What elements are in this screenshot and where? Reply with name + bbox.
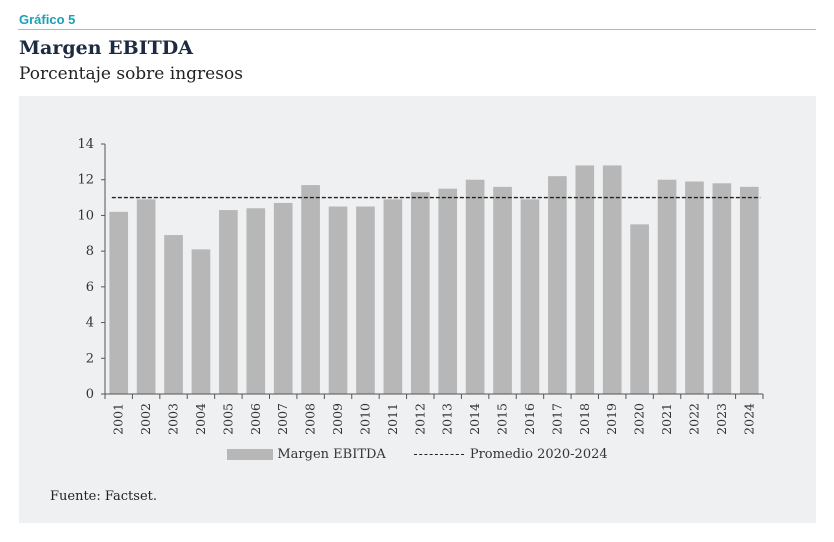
x-tick-label: 2009 [330, 403, 345, 435]
x-tick-label: 2010 [357, 403, 372, 435]
header-divider [18, 29, 816, 30]
x-tick-label: 2021 [659, 403, 674, 435]
legend-bar-label: Margen EBITDA [277, 447, 386, 462]
bar [657, 179, 677, 394]
chart-title: Margen EBITDA [19, 37, 193, 59]
bar [246, 208, 266, 394]
x-tick-label: 2004 [193, 403, 208, 435]
bars-group [109, 165, 759, 394]
bar [383, 199, 403, 394]
bar [602, 165, 622, 394]
x-tick-label: 2018 [577, 403, 592, 435]
bar [630, 224, 649, 394]
x-axis: 2001 2002 2003 2004 2005 2006 2007 2008 2009 2010… [104, 393, 764, 435]
bar [164, 235, 183, 394]
y-tick-label: 4 [86, 316, 94, 331]
y-tick-label: 2 [86, 351, 94, 366]
y-tick-label: 12 [77, 173, 94, 188]
y-tick-label: 6 [86, 280, 94, 295]
bar [520, 199, 540, 394]
x-tick-label: 2006 [248, 403, 263, 435]
x-tick-label: 2020 [632, 403, 647, 435]
x-tick-label: 2015 [495, 403, 510, 435]
legend-average-label: Promedio 2020-2024 [469, 447, 608, 462]
x-tick-label: 2023 [714, 403, 729, 435]
bar [465, 179, 485, 394]
bar [136, 199, 156, 394]
bar [685, 181, 704, 394]
x-tick-label: 2001 [111, 403, 126, 435]
chart-number-label: Gráfico 5 [19, 12, 76, 27]
y-tick-label: 10 [77, 208, 94, 223]
y-axis: 0 2 4 6 8 10 12 14 [77, 137, 106, 402]
x-tick-label: 2016 [522, 403, 537, 435]
bar [548, 176, 567, 394]
bar [301, 185, 320, 394]
x-tick-label: 2013 [440, 403, 455, 435]
x-tick-label: 2014 [467, 403, 482, 435]
x-tick-label: 2024 [741, 403, 756, 435]
x-tick-label: 2017 [549, 403, 564, 435]
bar-chart: 0 2 4 6 8 10 12 14 2001 2002 2003 2004 2005 2006 2007… [77, 137, 764, 435]
y-tick-label: 8 [86, 244, 94, 259]
x-tick-label: 2022 [686, 403, 701, 435]
x-tick-label: 2007 [275, 403, 290, 435]
bar [493, 186, 512, 394]
x-tick-label: 2002 [138, 403, 153, 435]
bar [356, 206, 375, 394]
x-tick-label: 2012 [412, 403, 427, 435]
legend-bar-swatch [227, 449, 274, 460]
x-tick-label: 2011 [385, 403, 400, 435]
legend: Margen EBITDA Promedio 2020-2024 [19, 447, 816, 462]
legend-item-average: Promedio 2020-2024 [413, 447, 608, 462]
bar [739, 186, 759, 394]
bar [273, 202, 293, 394]
chart-subtitle: Porcentaje sobre ingresos [19, 64, 243, 84]
bar [438, 188, 458, 394]
bar [410, 192, 430, 394]
bar [191, 249, 211, 394]
chart-panel: 0 2 4 6 8 10 12 14 2001 2002 2003 2004 2005 2006 2007… [19, 96, 816, 523]
x-tick-label: 2005 [220, 403, 235, 435]
y-tick-label: 0 [86, 387, 94, 402]
x-tick-label: 2003 [166, 403, 181, 435]
bar [219, 210, 238, 394]
legend-item-bars: Margen EBITDA [227, 447, 386, 462]
legend-dash-swatch [413, 454, 464, 455]
bar [575, 165, 595, 394]
x-tick-label: 2019 [604, 403, 619, 435]
source-note: Fuente: Factset. [50, 489, 158, 504]
bar [328, 206, 348, 394]
x-tick-label: 2008 [303, 403, 318, 435]
y-tick-label: 14 [77, 137, 94, 152]
bar [712, 183, 732, 394]
bar [109, 211, 129, 394]
